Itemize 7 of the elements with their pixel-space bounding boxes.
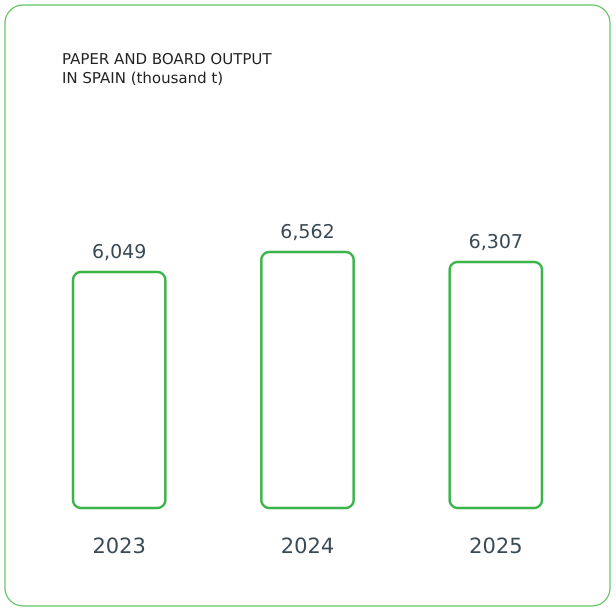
data-label: 6,049 [92, 241, 146, 264]
x-tick-label: 2023 [92, 534, 146, 558]
data-label: 6,307 [468, 230, 524, 253]
x-tick-label: 2024 [280, 534, 334, 558]
x-tick-label: 2025 [469, 534, 523, 558]
chart-title: PAPER AND BOARD OUTPUT IN SPAIN (thousand t) [62, 50, 272, 87]
data-label: 6,562 [280, 221, 335, 243]
